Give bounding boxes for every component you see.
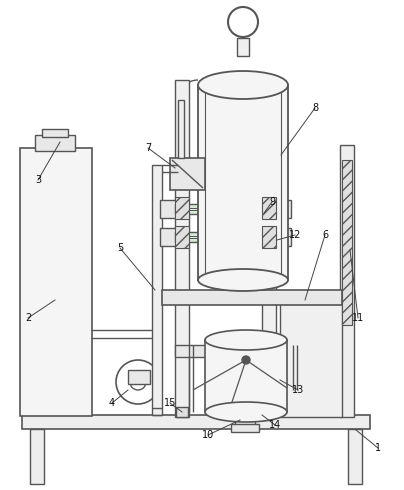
Bar	[198, 85, 288, 280]
Bar	[340, 145, 354, 417]
Ellipse shape	[198, 269, 288, 291]
Bar	[178, 100, 184, 158]
Bar	[262, 80, 276, 417]
Bar	[175, 204, 276, 214]
Bar	[175, 80, 189, 417]
Bar	[205, 340, 287, 412]
Bar	[152, 165, 162, 415]
Bar	[342, 160, 352, 325]
Bar	[22, 415, 370, 429]
Text: 14: 14	[269, 420, 281, 430]
Text: 3: 3	[35, 175, 41, 185]
Bar	[128, 370, 150, 384]
Bar	[30, 429, 44, 484]
Ellipse shape	[205, 330, 287, 350]
Text: 12: 12	[289, 230, 301, 240]
Bar	[264, 200, 291, 218]
Text: 9: 9	[269, 197, 275, 207]
Text: 13: 13	[292, 385, 304, 395]
Text: 8: 8	[312, 103, 318, 113]
Text: 7: 7	[145, 143, 151, 153]
Bar	[176, 407, 188, 417]
Bar	[348, 429, 362, 484]
Bar	[175, 232, 276, 242]
Bar	[264, 228, 291, 246]
Text: 15: 15	[164, 398, 176, 408]
Text: 5: 5	[117, 243, 123, 253]
Ellipse shape	[205, 402, 287, 422]
Bar	[160, 200, 187, 218]
Bar	[262, 226, 276, 248]
Bar	[162, 290, 342, 305]
Text: 11: 11	[352, 313, 364, 323]
Bar	[175, 197, 189, 219]
Bar	[42, 129, 68, 137]
Bar	[175, 345, 276, 357]
Bar	[175, 226, 189, 248]
Text: 6: 6	[322, 230, 328, 240]
Text: 4: 4	[109, 398, 115, 408]
Circle shape	[242, 356, 250, 364]
Bar	[235, 412, 255, 426]
Bar	[20, 148, 92, 416]
Text: 1: 1	[375, 443, 381, 453]
Bar	[35, 135, 75, 151]
Bar	[262, 197, 276, 219]
Text: 2: 2	[25, 313, 31, 323]
Bar	[280, 295, 342, 417]
Ellipse shape	[198, 71, 288, 99]
Bar	[160, 228, 187, 246]
Bar	[231, 424, 259, 432]
Text: 10: 10	[202, 430, 214, 440]
Bar	[170, 158, 205, 190]
Bar	[237, 38, 249, 56]
